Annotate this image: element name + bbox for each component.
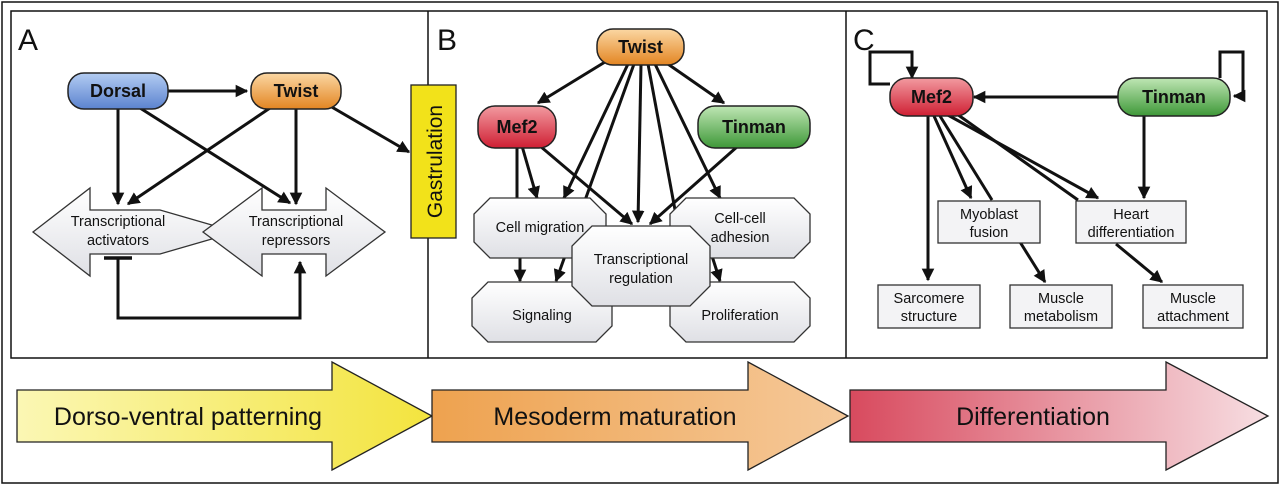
mef2-node-c (889, 77, 974, 117)
edge-mef2-cellmigration (520, 145, 540, 200)
gastrulation-label: Gastrulation (424, 105, 447, 218)
stage-arrow-3 (849, 360, 1270, 472)
edge-mef2-myoblast-2 (938, 115, 994, 201)
activators-label-2: activators (87, 233, 149, 249)
edge-twist-regulation-2 (646, 63, 683, 228)
muscle-metabolism-box (1009, 284, 1113, 329)
edge-twist-tinman (664, 60, 726, 105)
metabolism-label-1: Muscle (1038, 291, 1084, 307)
edge-mef2-myoblast (932, 115, 973, 200)
myoblast-label-1: Myoblast (960, 207, 1018, 223)
heart-differentiation-box (1075, 200, 1187, 244)
cell-migration-label: Cell migration (496, 220, 585, 236)
panel-a: A Transcriptional activators Transcripti… (18, 24, 457, 320)
tinman-label-b: Tinman (722, 117, 786, 137)
edge-twist-activators (126, 106, 271, 206)
sarcomere-label-1: Sarcomere (894, 291, 965, 307)
edge-mef2-heart (945, 112, 1100, 200)
repressors-label-1: Transcriptional (249, 214, 344, 230)
heart-label-2: differentiation (1088, 225, 1175, 241)
signaling-label: Signaling (512, 308, 572, 324)
stage-label-2: Mesoderm maturation (493, 403, 736, 431)
edge-mef2-regulation (539, 144, 633, 226)
edge-activators-repressors-loop (116, 258, 307, 320)
tinman-node-b (697, 105, 811, 149)
tinman-self-loop (1218, 50, 1246, 103)
edge-twist-gastrulation (329, 104, 411, 154)
muscle-attachment-box (1142, 284, 1244, 329)
mef2-label-b: Mef2 (496, 117, 537, 137)
edge-twist-cellmigration (562, 63, 630, 200)
proliferation-label: Proliferation (701, 308, 778, 324)
panel-b-letter: B (437, 24, 457, 57)
myoblast-label-2: fusion (970, 225, 1009, 241)
edge-adhesion-proliferation (710, 255, 723, 283)
dorsal-node (67, 72, 169, 110)
mef2-label-c: Mef2 (911, 87, 952, 107)
regulation-label-1: Transcriptional (594, 252, 689, 268)
twist-label-a: Twist (274, 81, 319, 101)
twist-label-b: Twist (618, 37, 663, 57)
metabolism-label-2: metabolism (1024, 309, 1098, 325)
gastrulation-box (410, 84, 457, 239)
stage-arrows: Dorso-ventral patterning Mesoderm matura… (16, 360, 1270, 472)
edge-myoblast-metabolism (1018, 241, 1047, 284)
twist-node-a (250, 72, 342, 110)
panel-b: B Cell migration Cell-cell adhesion Sign… (437, 24, 811, 343)
edge-dorsal-repressors (139, 106, 292, 205)
stage-arrow-2 (431, 360, 850, 472)
transcriptional-regulation-node (571, 225, 711, 307)
mef2-node-b (477, 105, 557, 149)
tinman-label-c: Tinman (1142, 87, 1206, 107)
heart-label-1: Heart (1113, 207, 1148, 223)
adhesion-label-2: adhesion (711, 230, 770, 246)
proliferation-node (669, 281, 811, 343)
activators-label-1: Transcriptional (71, 214, 166, 230)
edge-twist-adhesion (653, 63, 722, 200)
stage-label-1: Dorso-ventral patterning (54, 403, 322, 431)
edge-heart-attachment (1115, 242, 1163, 284)
tinman-node-c (1117, 77, 1231, 117)
edge-twist-mef2 (536, 60, 606, 105)
repressors-shape (201, 186, 387, 278)
sarcomere-structure-box (877, 284, 981, 329)
adhesion-label-1: Cell-cell (714, 211, 766, 227)
edge-tinman-regulation (649, 144, 739, 226)
mef2-self-loop (868, 50, 919, 86)
panel-a-letter: A (18, 24, 38, 57)
myoblast-fusion-box (937, 200, 1041, 244)
attachment-label-1: Muscle (1170, 291, 1216, 307)
panels-frame (10, 10, 1268, 359)
edge-twist-regulation (631, 63, 645, 224)
stage-label-3: Differentiation (956, 403, 1110, 431)
repressors-label-2: repressors (262, 233, 331, 249)
regulation-label-2: regulation (609, 271, 673, 287)
edge-mef2-heart-2 (953, 110, 1079, 202)
twist-node-b (596, 28, 685, 66)
dorsal-label: Dorsal (90, 81, 146, 101)
panel-c: C Myoblast fusion Heart differentiation … (853, 24, 1246, 329)
sarcomere-label-2: structure (901, 309, 957, 325)
attachment-label-2: attachment (1157, 309, 1229, 325)
panel-c-letter: C (853, 24, 875, 57)
stage-arrow-1 (16, 360, 434, 472)
